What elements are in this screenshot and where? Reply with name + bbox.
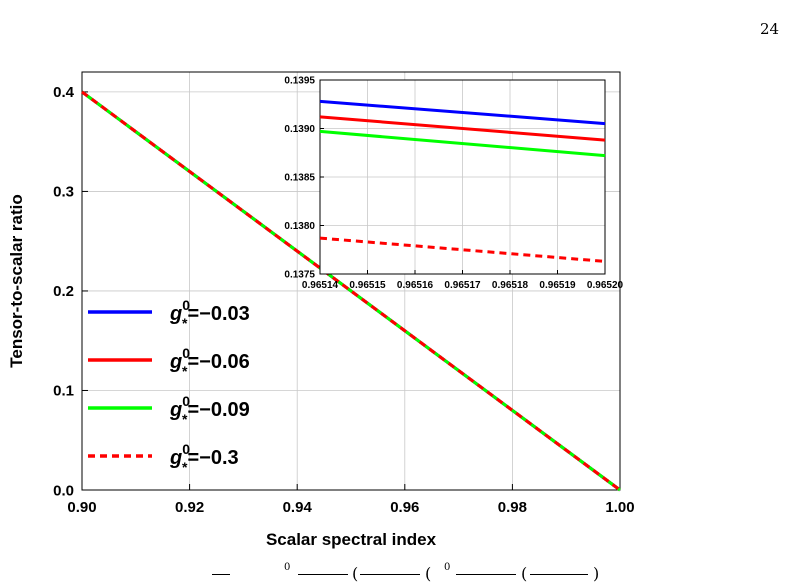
caption-rule-3	[360, 574, 420, 576]
caption-rule-4	[456, 574, 516, 576]
legend-label-4: g0 *=−0.3	[169, 441, 239, 475]
caption-paren-1: (	[352, 564, 359, 583]
caption-superscript-zero: 0	[284, 562, 291, 573]
inset-x-tick-label: 0.96518	[492, 280, 529, 291]
main-x-tick-label: 0.92	[175, 499, 204, 516]
inset-y-tick-label: 0.1390	[284, 124, 315, 135]
main-frame	[81, 71, 621, 491]
legend-symbol-sup: 0	[182, 441, 190, 457]
caption-rule-5	[530, 574, 588, 576]
caption-rule-1	[212, 574, 230, 576]
legend-symbol-sub: *	[182, 315, 188, 331]
inset-series-line-1	[319, 99, 606, 126]
inset-y-tick-label: 0.1375	[284, 270, 315, 281]
inset-x-tick-label: 0.96514	[302, 280, 339, 291]
inset-series-line-3	[319, 129, 606, 158]
inset-plot: 0.96514 0.96515 0.96516 0.96517 0.96518 0.965…	[284, 76, 623, 292]
main-x-tick-label: 0.90	[67, 499, 96, 516]
inset-x-tick-label: 0.96519	[539, 280, 576, 291]
caption-rule-2	[298, 574, 348, 576]
y-axis-label: Tensor-to-scalar ratio	[7, 194, 26, 368]
main-y-tick-label: 0.2	[53, 283, 74, 300]
legend-symbol-sub: *	[182, 363, 188, 379]
caption-paren-3: (	[521, 564, 528, 583]
main-y-tick-label: 0.4	[53, 84, 75, 101]
legend-symbol-base: g	[169, 351, 182, 373]
legend-symbol-base: g	[169, 399, 182, 421]
caption-superscript-zero-2: 0	[444, 562, 451, 573]
inset-x-tick-label: 0.96517	[444, 280, 481, 291]
main-x-tick-label: 1.00	[605, 499, 634, 516]
inset-x-tick-label: 0.96516	[397, 280, 434, 291]
legend-symbol-sub: *	[182, 411, 188, 427]
legend-symbol-base: g	[169, 303, 182, 325]
main-series-line-4	[81, 90, 621, 492]
main-x-tick-label: 0.98	[498, 499, 527, 516]
legend-symbol-sup: 0	[182, 345, 190, 361]
legend-label-2: g0 *=−0.06	[169, 345, 250, 379]
chart: 0.90 0.92 0.94 0.96 0.98 1.00 0.0 0.1 0.2 0.3 0.4 S…	[7, 71, 635, 549]
legend-symbol-sub: *	[182, 459, 188, 475]
inset-x-tick-label: 0.96515	[349, 280, 386, 291]
legend-value: =−0.09	[187, 399, 249, 421]
inset-y-tick-label: 0.1385	[284, 173, 315, 184]
main-y-tick-label: 0.1	[53, 383, 74, 400]
main-x-tick-label: 0.96	[390, 499, 419, 516]
legend-value: =−0.3	[187, 447, 238, 469]
main-plot: 0.90 0.92 0.94 0.96 0.98 1.00 0.0 0.1 0.2 0.3 0.4 S…	[7, 71, 635, 549]
caption-fragment: 0 ( ( 0 ( )	[0, 560, 799, 588]
x-axis-label: Scalar spectral index	[266, 530, 437, 549]
main-x-tick-label: 0.94	[283, 499, 313, 516]
caption-paren-2: (	[425, 564, 432, 583]
legend-label-3: g0 *=−0.09	[169, 393, 250, 427]
inset-x-tick-label: 0.96520	[587, 280, 624, 291]
legend-label-1: g0 *=−0.03	[169, 297, 250, 331]
legend-symbol-base: g	[169, 447, 182, 469]
legend-symbol-sup: 0	[182, 393, 190, 409]
inset-series-line-2	[319, 115, 606, 142]
inset-y-tick-label: 0.1395	[284, 76, 315, 87]
main-y-tick-label: 0.3	[53, 184, 74, 201]
caption-paren-4: )	[593, 564, 600, 583]
legend-value: =−0.06	[187, 351, 249, 373]
legend-symbol-sup: 0	[182, 297, 190, 313]
page-number: 24	[760, 20, 780, 38]
main-y-tick-label: 0.0	[53, 482, 74, 499]
inset-y-tick-label: 0.1380	[284, 221, 315, 232]
legend-value: =−0.03	[187, 303, 249, 325]
